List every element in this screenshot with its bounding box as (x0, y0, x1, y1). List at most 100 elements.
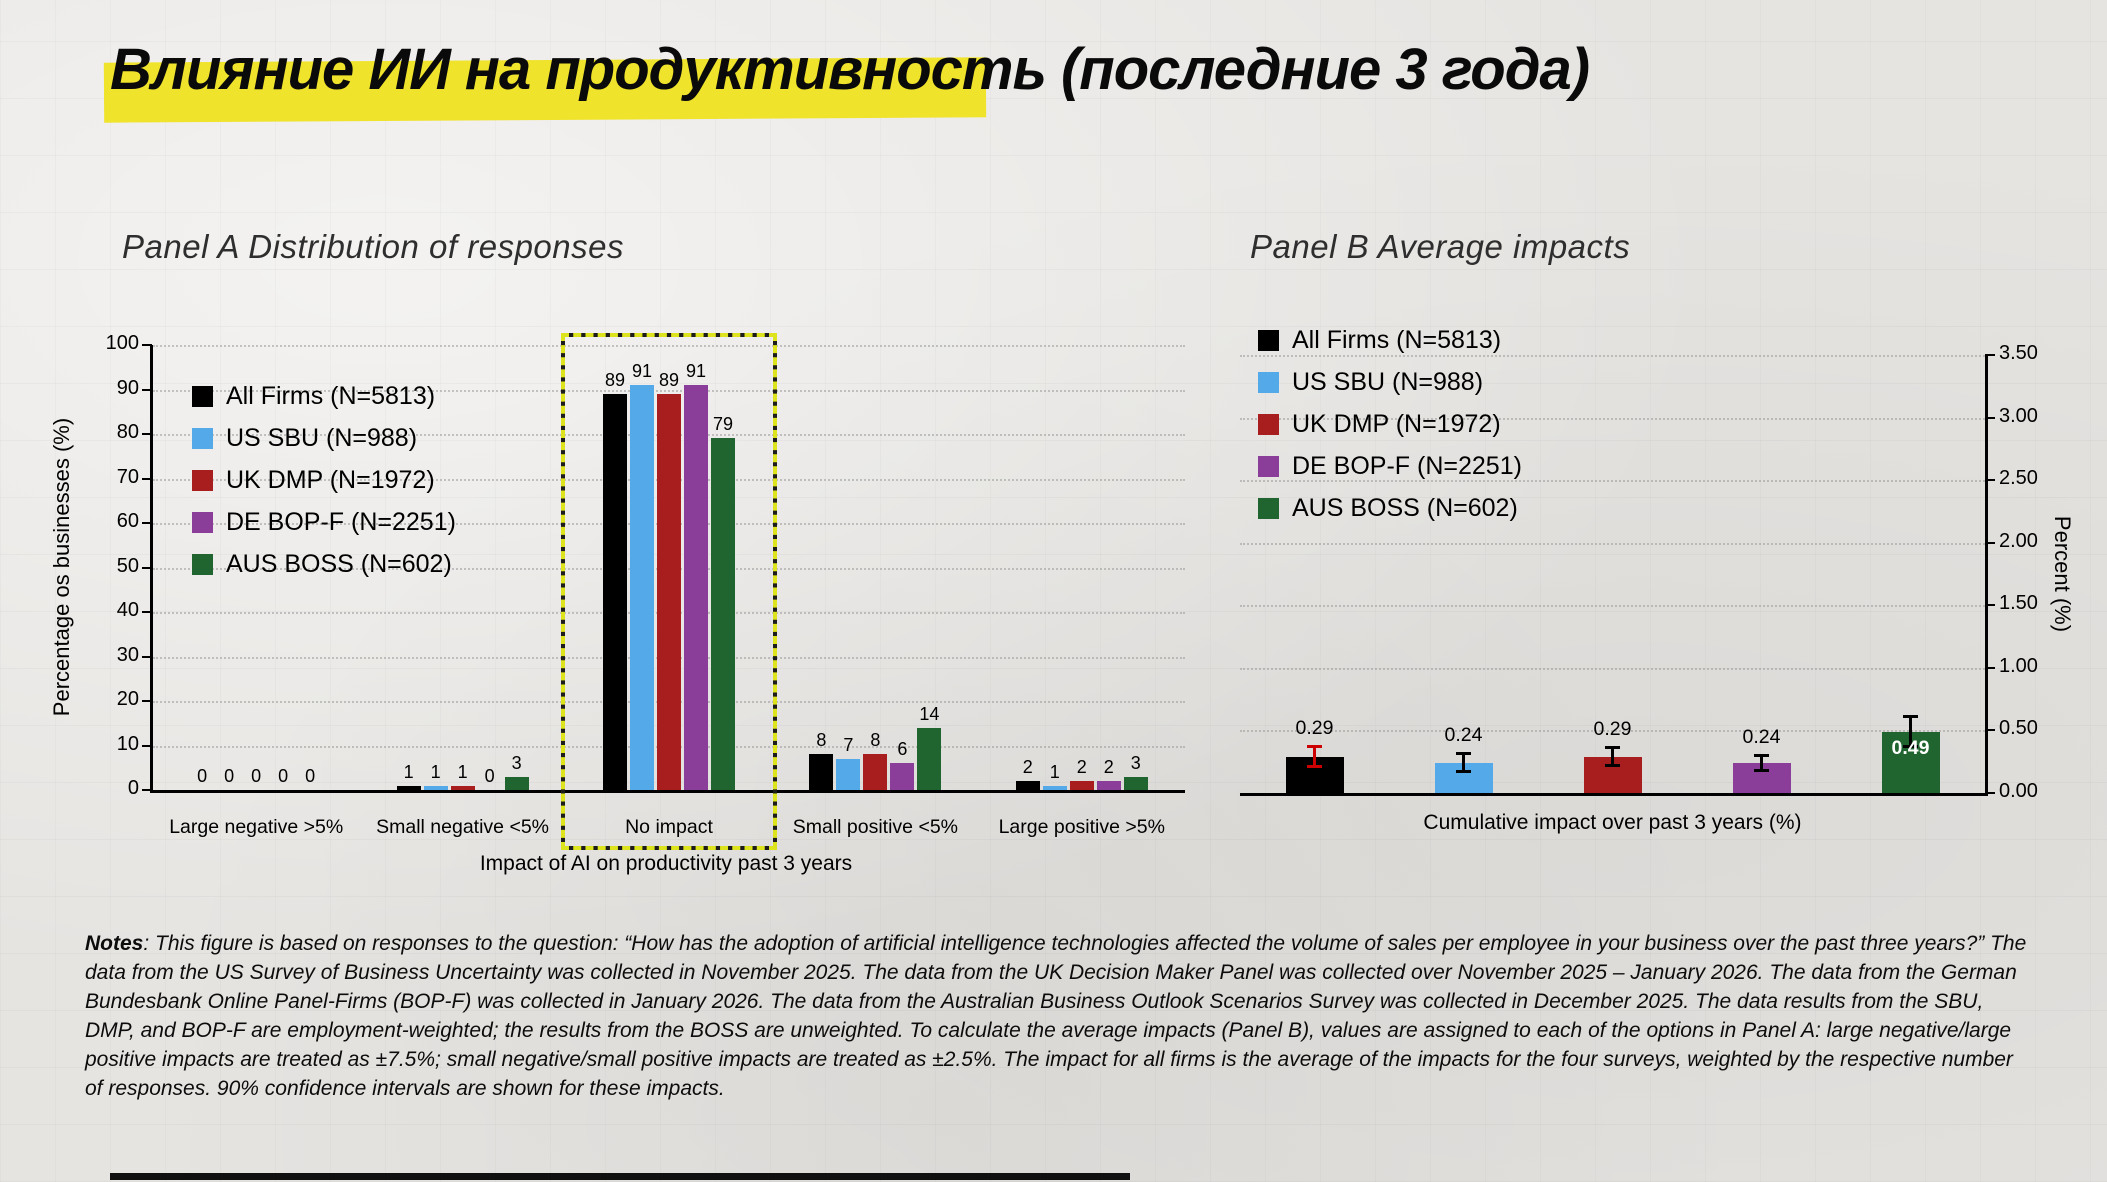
bar (423, 785, 448, 790)
gridline (1240, 730, 1985, 733)
notes-label: Notes (85, 932, 144, 955)
panel-b-heading: Panel B Average impacts (1250, 228, 1631, 265)
notes: Notes: This figure is based on responses… (85, 930, 2035, 1104)
bar-wrap: 91 (683, 345, 708, 790)
bar-wrap: 1 (423, 345, 448, 790)
bar-wrap: 1 (450, 345, 475, 790)
bar-value-label: 0.24 (1444, 724, 1483, 747)
panel-a-x-axis-label: Impact of AI on productivity past 3 year… (479, 852, 853, 875)
bar-value-label: 0 (197, 766, 208, 786)
legend-swatch (192, 386, 213, 407)
error-bar-cap (1307, 765, 1322, 769)
y-axis-tick (1985, 354, 1995, 356)
y-axis-tick (142, 344, 152, 346)
bar-wrap: 8 (809, 345, 834, 790)
gridline (153, 345, 1185, 347)
error-bar (1313, 747, 1316, 766)
legend-label: US SBU (N=988) (226, 424, 418, 452)
y-axis-tick (142, 522, 152, 524)
y-axis-tick (1985, 416, 1995, 419)
y-tick-label: 70 (116, 465, 139, 488)
bar-wrap: 1 (1042, 345, 1067, 790)
y-tick-label: 0.50 (1999, 717, 2038, 740)
y-tick-label: 10 (116, 732, 139, 755)
legend-label: All Firms (N=5813) (1292, 326, 1502, 354)
bar (1123, 776, 1148, 790)
bar-value-label: 89 (658, 369, 679, 390)
legend-label: All Firms (N=5813) (226, 382, 436, 410)
bar (602, 393, 627, 790)
bar (396, 785, 421, 790)
y-axis-tick (142, 566, 152, 569)
legend-label: AUS BOSS (N=602) (226, 550, 452, 578)
y-tick-label: 3.50 (1999, 342, 2038, 364)
legend-swatch (192, 470, 213, 491)
legend-item: US SBU (N=988) (192, 424, 456, 453)
notes-text: : This figure is based on responses to t… (85, 932, 2027, 1100)
legend-item: UK DMP (N=1972) (192, 466, 456, 495)
y-axis-tick (1985, 666, 1995, 669)
y-axis-tick (142, 611, 152, 613)
bar-wrap: 0 (217, 345, 241, 790)
bar-value-label: 0.49 (1891, 736, 1930, 759)
y-tick-label: 40 (116, 599, 139, 621)
legend-label: UK DMP (N=1972) (226, 466, 435, 494)
y-axis-tick (142, 388, 152, 391)
bar (836, 758, 861, 790)
bar-value-label: 1 (1049, 761, 1060, 782)
bar-wrap: 2 (1015, 345, 1040, 790)
bar (656, 393, 681, 790)
bar-wrap: 14 (917, 345, 942, 790)
bar (450, 785, 475, 790)
y-axis-tick (1985, 792, 1995, 794)
category-label: Large negative >5% (169, 816, 344, 838)
y-axis-tick (1985, 604, 1995, 607)
bar-wrap: 0 (271, 345, 295, 790)
legend-item: AUS BOSS (N=602) (192, 550, 456, 579)
panel-a-y-axis-label: Percentage os businesses (%) (49, 417, 74, 717)
bar (917, 727, 942, 790)
error-bar-cap (1605, 746, 1620, 750)
bar-wrap: 6 (890, 345, 915, 790)
bar-value-label: 8 (816, 730, 827, 751)
legend-item: DE BOP-F (N=2251) (1258, 452, 1522, 481)
y-tick-label: 90 (116, 376, 139, 399)
error-bar (1909, 717, 1912, 746)
error-bar-cap (1754, 753, 1769, 757)
bar (1015, 781, 1040, 790)
bar-group: 89 91 89 91 79 (566, 345, 772, 790)
legend-label: DE BOP-F (N=2251) (1292, 452, 1522, 480)
legend-label: AUS BOSS (N=602) (1292, 494, 1518, 522)
bar-wrap: 89 (602, 345, 627, 790)
bar-wrap: 91 (629, 345, 654, 790)
legend-item: UK DMP (N=1972) (1258, 410, 1522, 439)
bar-value-label: 3 (511, 752, 522, 773)
bar-value-label: 2 (1103, 757, 1114, 778)
legend-swatch (1258, 372, 1279, 393)
bar-value-label: 14 (919, 703, 940, 724)
bar-wrap: 79 (710, 345, 735, 790)
legend-swatch (1258, 330, 1279, 351)
panel-b-y-axis-label: Percent (%) (2050, 515, 2075, 633)
bottom-progress-bar (110, 1173, 1130, 1180)
legend-swatch (1258, 414, 1279, 435)
y-axis-tick (142, 477, 152, 480)
bar (683, 385, 708, 790)
y-axis-tick (142, 655, 152, 658)
legend-item: All Firms (N=5813) (1258, 326, 1522, 355)
bar-value-label: 1 (403, 761, 414, 782)
bar-wrap: 7 (836, 345, 861, 790)
y-tick-label: 0.00 (1999, 780, 2038, 802)
bar-value-label: 0 (251, 766, 262, 786)
legend-item: DE BOP-F (N=2251) (192, 508, 456, 537)
bar-wrap: 1 (396, 345, 421, 790)
y-tick-label: 2.50 (1999, 467, 2038, 490)
bar-value-label: 1 (457, 761, 468, 782)
gridline (153, 389, 1185, 392)
y-tick-label: 0 (127, 777, 139, 799)
bar-wrap: 3 (504, 345, 529, 790)
y-tick-label: 1.50 (1999, 592, 2038, 615)
bar (863, 754, 888, 790)
